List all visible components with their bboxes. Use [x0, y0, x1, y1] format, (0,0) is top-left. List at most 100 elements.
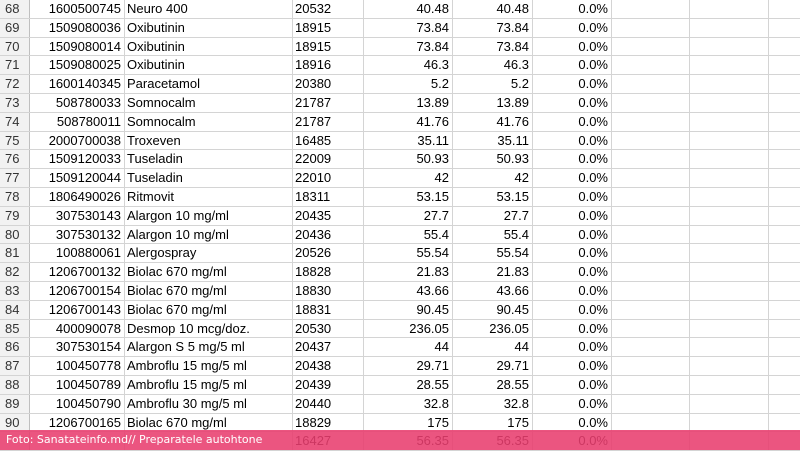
empty-cell[interactable] [769, 320, 800, 338]
product-name-cell[interactable]: Alergospray [125, 244, 293, 263]
price2-cell[interactable]: 21.83 [453, 263, 533, 281]
number-cell[interactable]: 20435 [293, 206, 364, 225]
price-cell[interactable]: 90.45 [364, 300, 453, 319]
product-name-cell[interactable]: Tuseladin [125, 169, 293, 187]
code-cell[interactable]: 1206700154 [30, 281, 125, 300]
empty-cell[interactable] [612, 56, 690, 75]
product-name-cell[interactable]: Somnocalm [125, 93, 293, 112]
price2-cell[interactable]: 50.93 [453, 150, 533, 169]
percent-cell[interactable]: 0.0% [533, 0, 612, 18]
price-cell[interactable]: 29.71 [364, 357, 453, 375]
empty-cell[interactable] [690, 225, 769, 244]
percent-cell[interactable]: 0.0% [533, 18, 612, 37]
price2-cell[interactable]: 73.84 [453, 18, 533, 37]
code-cell[interactable]: 1206700143 [30, 300, 125, 319]
product-name-cell[interactable]: Alargon 10 mg/ml [125, 225, 293, 244]
percent-cell[interactable]: 0.0% [533, 131, 612, 150]
number-cell[interactable]: 18828 [293, 263, 364, 281]
empty-cell[interactable] [690, 319, 769, 338]
empty-cell[interactable] [612, 263, 690, 281]
price2-cell[interactable]: 53.15 [453, 187, 533, 206]
code-cell[interactable]: 1206700132 [30, 263, 125, 281]
empty-cell[interactable] [690, 187, 769, 206]
empty-cell[interactable] [690, 281, 769, 300]
percent-cell[interactable]: 0.0% [533, 150, 612, 169]
empty-cell[interactable] [690, 75, 769, 93]
empty-cell[interactable] [612, 18, 690, 37]
empty-cell[interactable] [690, 263, 769, 281]
empty-cell[interactable] [612, 413, 690, 432]
product-name-cell[interactable]: Oxibutinin [125, 18, 293, 37]
empty-cell[interactable] [690, 37, 769, 56]
code-cell[interactable]: 1509120044 [30, 169, 125, 187]
price2-cell[interactable]: 27.7 [453, 206, 533, 225]
product-name-cell[interactable]: Ambroflu 30 mg/5 ml [125, 394, 293, 413]
product-name-cell[interactable]: Biolac 670 mg/ml [125, 413, 293, 432]
empty-cell[interactable] [769, 94, 800, 112]
empty-cell[interactable] [769, 395, 800, 413]
percent-cell[interactable]: 0.0% [533, 281, 612, 300]
product-name-cell[interactable]: Somnocalm [125, 112, 293, 131]
empty-cell[interactable] [769, 75, 800, 93]
code-cell[interactable]: 307530143 [30, 206, 125, 225]
price2-cell[interactable]: 90.45 [453, 300, 533, 319]
percent-cell[interactable]: 0.0% [533, 357, 612, 375]
empty-cell[interactable] [690, 0, 769, 18]
empty-cell[interactable] [769, 169, 800, 187]
empty-cell[interactable] [769, 19, 800, 37]
product-name-cell[interactable]: Neuro 400 [125, 0, 293, 18]
empty-cell[interactable] [690, 112, 769, 131]
empty-cell[interactable] [612, 93, 690, 112]
code-cell[interactable]: 100880061 [30, 244, 125, 263]
percent-cell[interactable]: 0.0% [533, 244, 612, 263]
empty-cell[interactable] [769, 244, 800, 262]
empty-cell[interactable] [612, 150, 690, 169]
code-cell[interactable]: 508780011 [30, 112, 125, 131]
price-cell[interactable]: 35.11 [364, 131, 453, 150]
price-cell[interactable]: 5.2 [364, 75, 453, 93]
price-cell[interactable]: 53.15 [364, 187, 453, 206]
number-cell[interactable]: 20439 [293, 375, 364, 394]
number-cell[interactable]: 18915 [293, 37, 364, 56]
empty-cell[interactable] [612, 112, 690, 131]
empty-cell[interactable] [612, 187, 690, 206]
price-cell[interactable]: 46.3 [364, 56, 453, 75]
price2-cell[interactable]: 13.89 [453, 93, 533, 112]
number-cell[interactable]: 20438 [293, 357, 364, 375]
price-cell[interactable]: 55.54 [364, 244, 453, 263]
product-name-cell[interactable]: Oxibutinin [125, 56, 293, 75]
price-cell[interactable]: 175 [364, 413, 453, 432]
number-cell[interactable]: 18831 [293, 300, 364, 319]
price-cell[interactable]: 32.8 [364, 394, 453, 413]
number-cell[interactable]: 18916 [293, 56, 364, 75]
empty-cell[interactable] [612, 131, 690, 150]
code-cell[interactable]: 1206700165 [30, 413, 125, 432]
price-cell[interactable]: 50.93 [364, 150, 453, 169]
empty-cell[interactable] [612, 37, 690, 56]
product-name-cell[interactable]: Alargon S 5 mg/5 ml [125, 338, 293, 357]
product-name-cell[interactable]: Tuseladin [125, 150, 293, 169]
empty-cell[interactable] [769, 338, 800, 356]
code-cell[interactable]: 1509080014 [30, 37, 125, 56]
product-name-cell[interactable]: Desmop 10 mcg/doz. [125, 319, 293, 338]
code-cell[interactable]: 1600500745 [30, 0, 125, 18]
empty-cell[interactable] [690, 131, 769, 150]
percent-cell[interactable]: 0.0% [533, 375, 612, 394]
price-cell[interactable]: 44 [364, 338, 453, 357]
price-cell[interactable]: 43.66 [364, 281, 453, 300]
price2-cell[interactable]: 29.71 [453, 357, 533, 375]
product-name-cell[interactable]: Oxibutinin [125, 37, 293, 56]
number-cell[interactable]: 20526 [293, 244, 364, 263]
empty-cell[interactable] [690, 244, 769, 263]
code-cell[interactable]: 307530132 [30, 225, 125, 244]
empty-cell[interactable] [769, 132, 800, 150]
empty-cell[interactable] [769, 263, 800, 281]
price2-cell[interactable]: 32.8 [453, 394, 533, 413]
product-name-cell[interactable]: Alargon 10 mg/ml [125, 206, 293, 225]
price-cell[interactable]: 42 [364, 169, 453, 187]
price-cell[interactable]: 236.05 [364, 319, 453, 338]
number-cell[interactable]: 22010 [293, 169, 364, 187]
code-cell[interactable]: 400090078 [30, 319, 125, 338]
empty-cell[interactable] [690, 357, 769, 375]
empty-cell[interactable] [769, 150, 800, 168]
